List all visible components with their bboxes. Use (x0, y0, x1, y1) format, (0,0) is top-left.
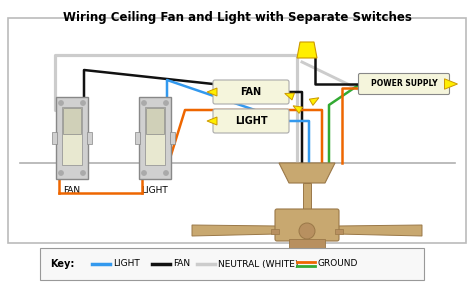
Circle shape (81, 171, 85, 175)
Polygon shape (445, 79, 457, 89)
Polygon shape (293, 106, 303, 113)
Bar (87, 132, 92, 144)
Circle shape (59, 171, 63, 175)
Text: Wiring Ceiling Fan and Light with Separate Switches: Wiring Ceiling Fan and Light with Separa… (63, 11, 411, 24)
Text: LIGHT: LIGHT (142, 186, 168, 195)
FancyBboxPatch shape (358, 73, 449, 94)
Text: NEUTRAL (WHITE): NEUTRAL (WHITE) (218, 260, 298, 268)
Polygon shape (297, 42, 317, 58)
Text: LIGHT: LIGHT (235, 116, 267, 126)
Bar (145, 107, 165, 165)
FancyBboxPatch shape (56, 97, 88, 179)
Text: FAN: FAN (173, 260, 190, 268)
Polygon shape (279, 163, 335, 183)
Circle shape (142, 171, 146, 175)
Bar (289, 239, 325, 251)
Polygon shape (285, 93, 294, 100)
Bar (63, 108, 81, 134)
FancyBboxPatch shape (213, 109, 289, 133)
Polygon shape (310, 98, 319, 105)
Polygon shape (287, 251, 327, 266)
FancyBboxPatch shape (275, 209, 339, 241)
Text: GROUND: GROUND (318, 260, 358, 268)
Bar (271, 229, 279, 234)
Bar (170, 132, 175, 144)
Polygon shape (207, 117, 217, 125)
Polygon shape (337, 225, 422, 236)
Bar (135, 132, 140, 144)
Text: LIGHT: LIGHT (113, 260, 140, 268)
FancyBboxPatch shape (139, 97, 171, 179)
Polygon shape (207, 88, 217, 96)
Circle shape (299, 223, 315, 239)
Circle shape (81, 101, 85, 105)
Bar (52, 132, 57, 144)
Polygon shape (192, 225, 277, 236)
Text: FAN: FAN (240, 87, 262, 97)
Circle shape (164, 101, 168, 105)
Bar (146, 108, 164, 134)
Text: Key:: Key: (50, 259, 74, 269)
Bar (303, 183, 311, 211)
Text: FAN: FAN (64, 186, 81, 195)
Text: POWER SUPPLY: POWER SUPPLY (371, 80, 438, 89)
Bar (62, 107, 82, 165)
Circle shape (142, 101, 146, 105)
Bar (335, 229, 343, 234)
FancyBboxPatch shape (213, 80, 289, 104)
Circle shape (59, 101, 63, 105)
Circle shape (164, 171, 168, 175)
FancyBboxPatch shape (40, 248, 424, 280)
FancyBboxPatch shape (8, 18, 466, 243)
